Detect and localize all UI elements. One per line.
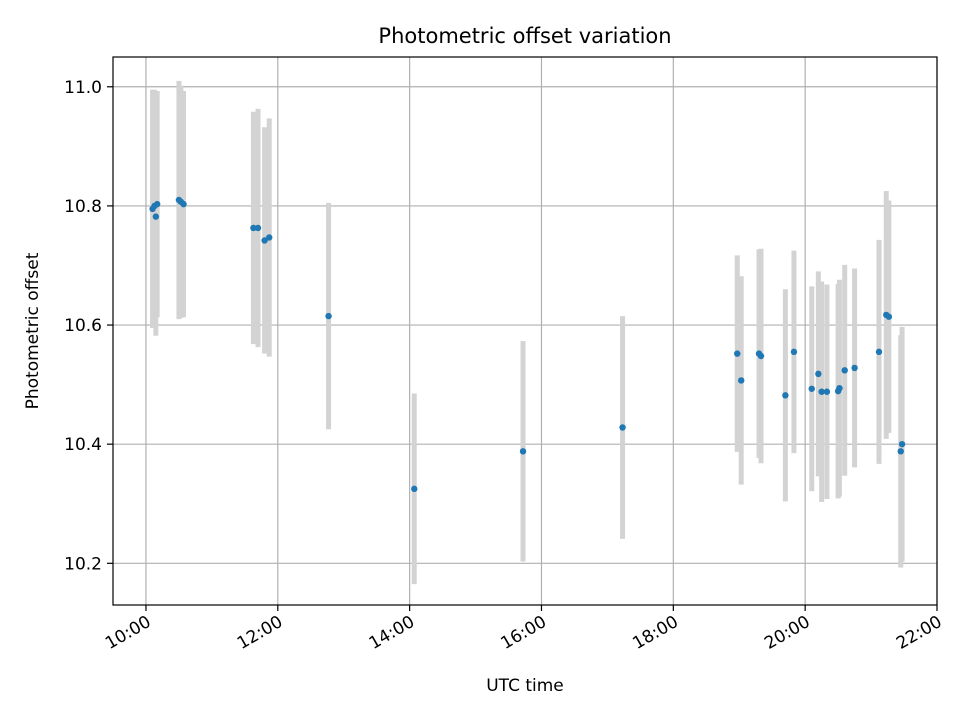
data-point — [757, 352, 765, 360]
data-point — [152, 213, 160, 220]
data-point — [790, 348, 798, 356]
data-point — [823, 388, 831, 395]
data-point — [738, 377, 745, 384]
data-point — [875, 348, 883, 356]
grid-lines — [113, 57, 938, 605]
y-tick-label: 11.0 — [64, 78, 102, 98]
data-point — [851, 364, 858, 372]
data-point — [898, 440, 906, 448]
y-tick-label: 10.2 — [64, 554, 102, 574]
y-tick-label: 10.8 — [64, 197, 102, 217]
data-point — [836, 384, 843, 392]
data-point — [808, 385, 815, 392]
data-points — [149, 196, 906, 493]
plot-frame — [112, 56, 938, 606]
y-tick-label: 10.6 — [64, 316, 102, 336]
data-point — [325, 312, 332, 320]
data-point — [261, 237, 268, 244]
data-point — [250, 224, 257, 232]
x-axis-label: UTC time — [486, 676, 564, 696]
data-point — [818, 388, 825, 395]
y-axis-label: Photometric offset — [23, 252, 43, 409]
chart-title: Photometric offset variation — [378, 24, 671, 48]
data-point — [254, 224, 262, 232]
data-point — [180, 200, 187, 208]
data-point — [885, 313, 893, 320]
data-point — [266, 234, 273, 241]
data-point — [897, 448, 904, 455]
y-tick-label: 10.4 — [64, 435, 102, 455]
data-point — [411, 485, 418, 493]
y-axis-ticks: 10.2 10.4 10.6 10.8 11.0 — [64, 78, 113, 574]
data-point — [153, 200, 161, 208]
data-point — [815, 370, 822, 378]
data-point — [782, 392, 789, 399]
data-point — [619, 424, 626, 431]
data-point — [841, 367, 848, 374]
data-point — [734, 350, 741, 357]
data-point — [519, 448, 527, 455]
